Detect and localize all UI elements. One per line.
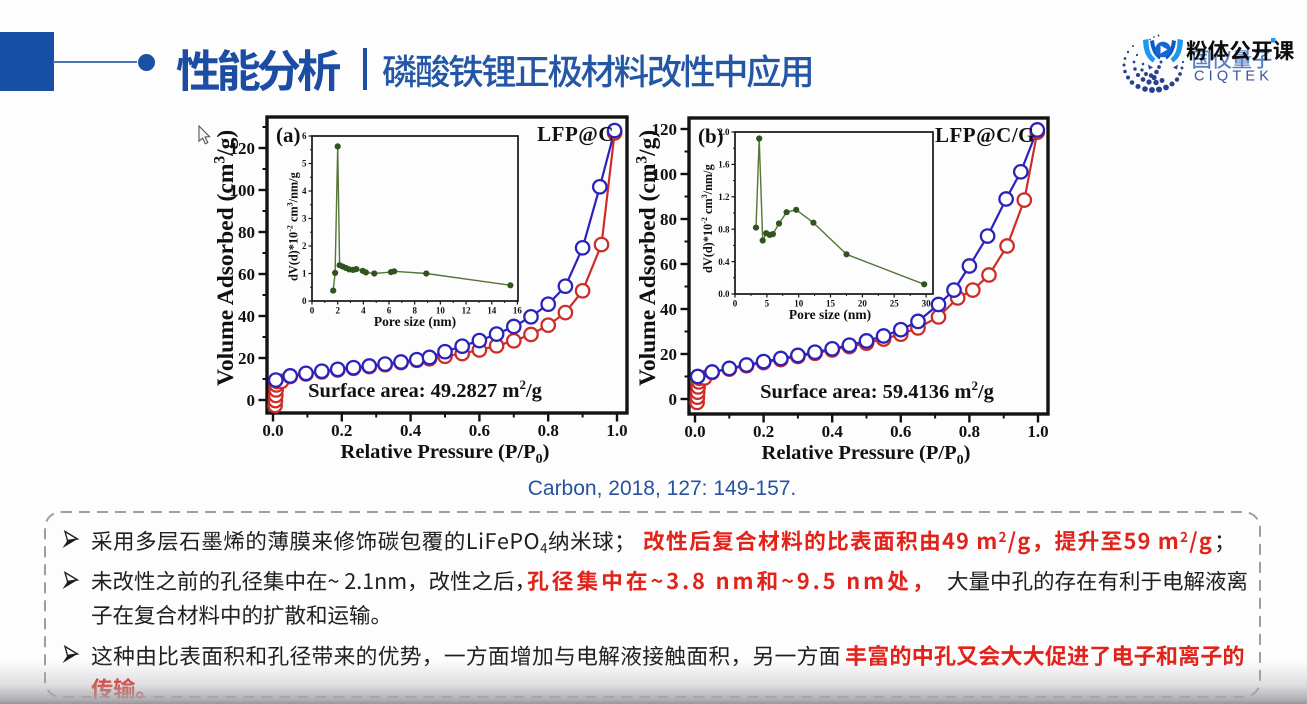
svg-text:20: 20: [660, 345, 677, 364]
svg-text:6: 6: [387, 306, 392, 316]
svg-text:LFP@C/G: LFP@C/G: [935, 123, 1035, 147]
svg-text:Surface area: 49.2827 m2/g: Surface area: 49.2827 m2/g: [308, 377, 543, 402]
svg-text:0.8: 0.8: [538, 421, 559, 440]
svg-text:Relative Pressure (P/P0): Relative Pressure (P/P0): [341, 441, 550, 467]
svg-text:2: 2: [335, 306, 340, 316]
svg-text:80: 80: [238, 223, 255, 242]
svg-text:6: 6: [302, 131, 307, 141]
svg-text:Carbon, 2018, 127: 149-157.: Carbon, 2018, 127: 149-157.: [528, 477, 797, 500]
svg-text:10: 10: [794, 299, 804, 309]
svg-text:1.0: 1.0: [606, 421, 627, 440]
svg-text:0.4: 0.4: [718, 257, 730, 267]
svg-text:0.4: 0.4: [822, 422, 844, 441]
svg-text:5: 5: [302, 159, 307, 169]
svg-text:0.0: 0.0: [262, 421, 283, 440]
svg-text:(a): (a): [276, 123, 301, 147]
svg-text:8: 8: [412, 306, 417, 316]
svg-text:0.0: 0.0: [718, 289, 730, 299]
svg-text:dV(d)*10-2 cm3/nm/g: dV(d)*10-2 cm3/nm/g: [286, 171, 301, 281]
svg-text:Volume Adsorbed (cm3/g): Volume Adsorbed (cm3/g): [212, 130, 240, 386]
svg-text:1: 1: [302, 269, 307, 279]
svg-text:60: 60: [238, 265, 255, 284]
svg-text:LFP@C: LFP@C: [537, 122, 614, 146]
svg-text:2: 2: [302, 241, 307, 251]
svg-text:4: 4: [302, 186, 307, 196]
svg-text:0.0: 0.0: [684, 422, 705, 441]
svg-text:4: 4: [361, 306, 366, 316]
svg-text:(b): (b): [698, 124, 724, 148]
svg-text:dV(d)*10-2 cm3/nm/g: dV(d)*10-2 cm3/nm/g: [700, 163, 715, 273]
svg-text:120: 120: [230, 139, 256, 158]
svg-text:20: 20: [858, 299, 868, 309]
svg-text:25: 25: [890, 299, 900, 309]
svg-text:0: 0: [302, 296, 307, 306]
svg-text:CIQTEK: CIQTEK: [1194, 69, 1273, 85]
svg-text:15: 15: [826, 299, 836, 309]
svg-text:80: 80: [660, 210, 677, 229]
svg-text:0: 0: [310, 306, 315, 316]
svg-text:14: 14: [487, 306, 497, 316]
svg-text:0: 0: [669, 390, 678, 409]
svg-text:0.8: 0.8: [718, 224, 730, 234]
svg-text:10: 10: [436, 306, 446, 316]
svg-text:1.6: 1.6: [718, 160, 730, 170]
svg-text:0.4: 0.4: [400, 421, 422, 440]
svg-text:5: 5: [765, 299, 770, 309]
svg-text:Relative Pressure (P/P0): Relative Pressure (P/P0): [762, 442, 971, 468]
svg-text:0.6: 0.6: [469, 421, 490, 440]
svg-text:0.2: 0.2: [753, 422, 774, 441]
svg-text:3: 3: [302, 214, 307, 224]
svg-text:100: 100: [230, 181, 256, 200]
svg-text:Volume Adsorbed (cm3/g): Volume Adsorbed (cm3/g): [634, 130, 662, 386]
svg-text:40: 40: [238, 307, 255, 326]
svg-text:1.2: 1.2: [718, 192, 730, 202]
svg-text:Pore size (nm): Pore size (nm): [789, 307, 871, 322]
svg-text:Surface area: 59.4136 m2/g: Surface area: 59.4136 m2/g: [760, 378, 995, 403]
svg-text:0.8: 0.8: [959, 422, 980, 441]
svg-text:30: 30: [922, 299, 932, 309]
svg-text:2.0: 2.0: [718, 127, 730, 137]
svg-text:1.0: 1.0: [1027, 422, 1048, 441]
svg-text:0.6: 0.6: [890, 422, 911, 441]
svg-text:0.2: 0.2: [331, 421, 352, 440]
svg-text:100: 100: [652, 165, 678, 184]
svg-text:40: 40: [660, 300, 677, 319]
svg-text:Pore size (nm): Pore size (nm): [374, 314, 456, 329]
svg-text:0: 0: [247, 391, 256, 410]
svg-text:20: 20: [238, 349, 255, 368]
svg-text:120: 120: [652, 120, 678, 139]
svg-text:16: 16: [513, 306, 523, 316]
svg-text:60: 60: [660, 255, 677, 274]
svg-text:12: 12: [462, 306, 472, 316]
svg-text:0: 0: [733, 299, 738, 309]
